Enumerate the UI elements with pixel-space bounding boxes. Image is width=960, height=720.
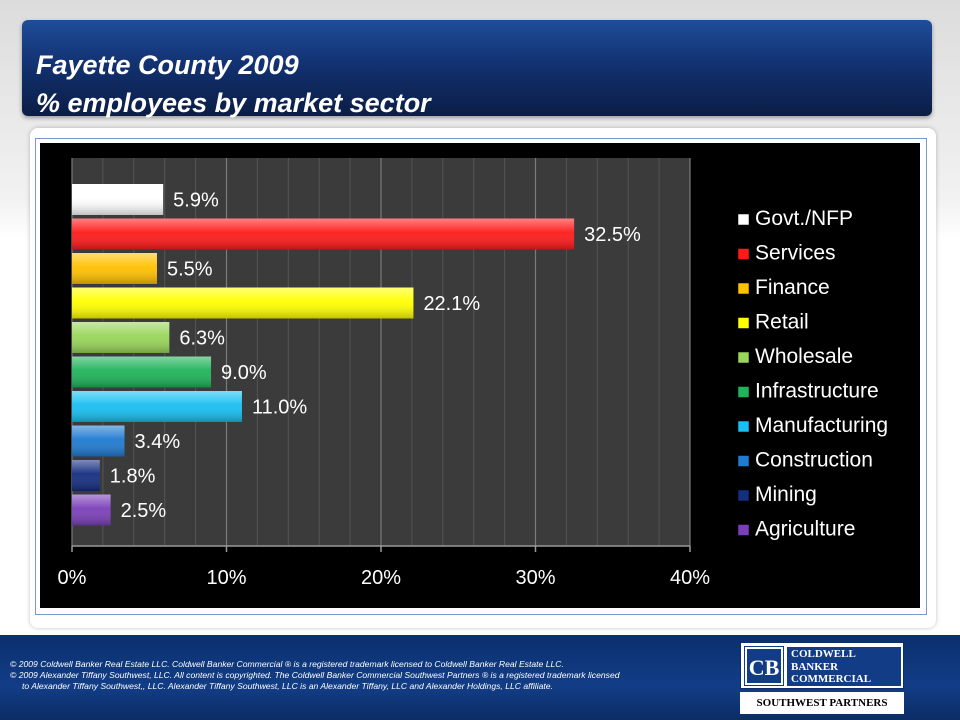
- copyright-line-2: © 2009 Alexander Tiffany Southwest, LLC.…: [10, 670, 620, 680]
- page-subtitle: % employees by market sector: [36, 88, 431, 118]
- legend-swatch: [737, 524, 750, 536]
- legend-entry: Finance: [755, 276, 830, 299]
- logo-word-2: BANKER: [791, 660, 839, 673]
- legend-entry: Govt./NFP: [755, 207, 853, 230]
- bar-shine: [72, 322, 170, 353]
- legend-entry: Wholesale: [755, 345, 853, 368]
- x-tick-label: 30%: [515, 567, 555, 589]
- x-tick-label: 0%: [58, 567, 87, 589]
- bar-value-label: 11.0%: [252, 397, 307, 419]
- bar-shine: [72, 425, 125, 457]
- bar-value-label: 32.5%: [584, 224, 641, 246]
- x-axis: 0% 10% 20% 30% 40%: [58, 545, 710, 589]
- logo-word-3: COMMERCIAL: [791, 673, 872, 685]
- legend-swatch: [737, 248, 750, 260]
- bars: [72, 184, 575, 526]
- copyright-line-1: © 2009 Coldwell Banker Real Estate LLC. …: [10, 659, 564, 669]
- title-bar: Fayette County 2009 % employees by marke…: [22, 20, 932, 118]
- copyright-text: © 2009 Coldwell Banker Real Estate LLC. …: [10, 659, 730, 692]
- bar-shine: [72, 494, 111, 526]
- legend-swatch: [737, 282, 750, 295]
- legend-entry: Mining: [755, 483, 817, 506]
- bar-value-label: 1.8%: [110, 466, 156, 488]
- legend: Govt./NFP Services Finance Retail Wholesale I…: [737, 207, 888, 541]
- logo-wordmark: COLDWELL BANKER COMMERCIAL: [787, 647, 901, 686]
- page-title: Fayette County 2009: [36, 50, 299, 80]
- company-logo: CB COLDWELL BANKER COMMERCIAL SOUTHWEST …: [740, 642, 904, 715]
- legend-swatch: [737, 489, 750, 502]
- legend-swatch: [737, 213, 750, 226]
- copyright-line-3: to Alexander Tiffany Southwest,, LLC. Al…: [22, 681, 553, 691]
- bar-value-label: 3.4%: [135, 431, 181, 453]
- bar-value-label: 6.3%: [179, 328, 225, 350]
- legend-swatch: [737, 351, 750, 364]
- legend-entry: Infrastructure: [755, 380, 879, 403]
- bar-shine: [72, 253, 157, 284]
- bar-shine: [72, 391, 242, 422]
- legend-swatch: [737, 455, 750, 467]
- legend-entry: Agriculture: [755, 518, 855, 541]
- footer: © 2009 Coldwell Banker Real Estate LLC. …: [0, 635, 960, 720]
- legend-swatch: [737, 317, 750, 329]
- cb-monogram-icon: CB: [744, 646, 784, 686]
- x-tick-label: 10%: [206, 567, 246, 589]
- logo-top: CB COLDWELL BANKER COMMERCIAL: [740, 642, 904, 689]
- bar-value-label: 5.9%: [173, 190, 219, 212]
- legend-entry: Construction: [755, 449, 873, 472]
- legend-entry: Services: [755, 242, 836, 265]
- logo-word-1: COLDWELL: [791, 648, 856, 660]
- x-tick-label: 40%: [670, 567, 710, 589]
- legend-entry: Retail: [755, 311, 809, 334]
- bar-shine: [72, 460, 100, 491]
- bar-value-label: 22.1%: [423, 293, 480, 315]
- legend-entry: Manufacturing: [755, 414, 888, 437]
- bar-value-label: 2.5%: [121, 500, 167, 522]
- bar-shine: [72, 218, 575, 250]
- bar-chart: 5.9% 32.5% 5.5% 22.1% 6.3% 9.0% 11.0% 3.4% 1.8% 2…: [40, 143, 920, 608]
- value-labels: 5.9% 32.5% 5.5% 22.1% 6.3% 9.0% 11.0% 3.4% 1.8% 2…: [110, 190, 641, 523]
- bar-value-label: 5.5%: [167, 259, 213, 281]
- bar-shine: [72, 287, 414, 319]
- bar-shine: [72, 356, 212, 388]
- x-tick-label: 20%: [361, 567, 401, 589]
- legend-swatch: [737, 420, 750, 433]
- logo-subtitle: SOUTHWEST PARTNERS: [740, 692, 904, 714]
- bar-shine: [72, 184, 164, 215]
- legend-swatch: [737, 386, 750, 398]
- bar-value-label: 9.0%: [221, 362, 267, 384]
